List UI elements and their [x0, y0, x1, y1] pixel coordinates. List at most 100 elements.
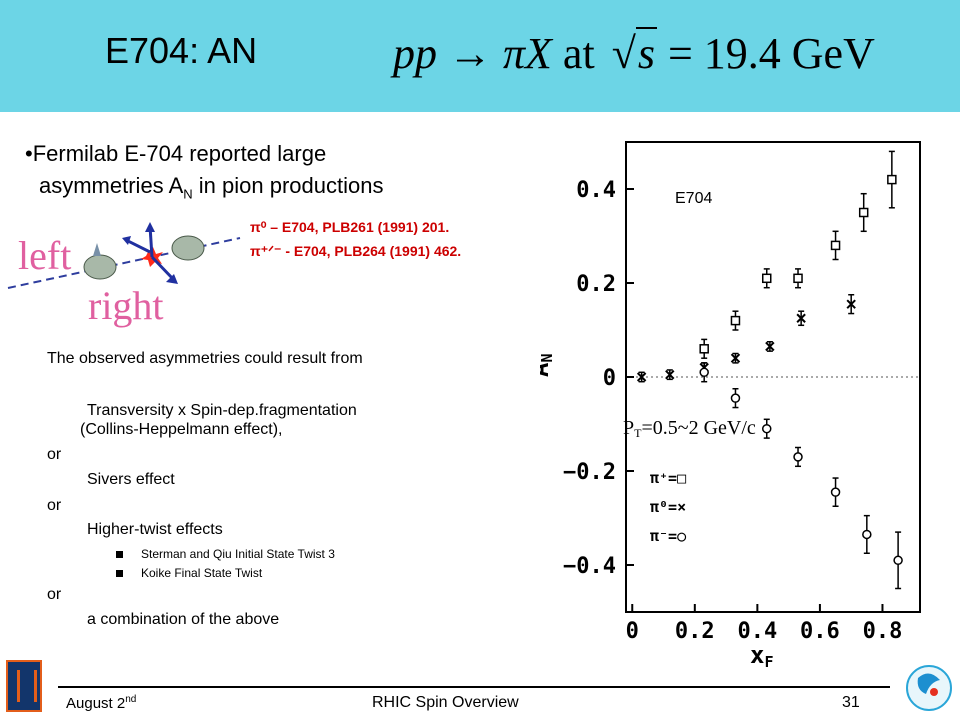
bullet-line2: asymmetries AN in pion productions	[25, 170, 383, 210]
bullet-square-2	[116, 570, 123, 578]
x-axis-label-main: x	[750, 641, 764, 669]
formula-rhs: πX	[503, 29, 552, 78]
y-tick-label: −0.2	[563, 460, 616, 485]
pi-minus-point	[699, 367, 709, 378]
item-sivers: Sivers effect	[87, 471, 175, 488]
bullet-line2a: asymmetries A	[39, 173, 184, 198]
spin-arrow	[93, 243, 101, 256]
pi-minus-point	[830, 487, 841, 497]
bullet-square-1	[116, 551, 123, 559]
footer-date: August 2nd	[66, 694, 136, 712]
ref-pi0: π⁰ – E704, PLB261 (1991) 201.	[250, 219, 450, 235]
pt-annotation-p: P	[623, 417, 634, 439]
y-tick-label: 0	[603, 366, 616, 391]
pi-minus-point	[862, 529, 872, 540]
legend-pi-zero: π⁰=×	[650, 498, 686, 516]
pi-zero-point	[665, 369, 675, 380]
illinois-logo-i	[17, 670, 37, 702]
y-axis-label: AN	[540, 354, 556, 377]
x-tick-label: 0	[626, 619, 639, 644]
x-axis-label-sub: F	[764, 653, 773, 671]
or-1: or	[47, 446, 62, 463]
formula-sqrt-arg: s	[635, 27, 657, 78]
y-tick-label: 0.4	[576, 178, 616, 203]
intro-text: The observed asymmetries could result fr…	[47, 350, 363, 367]
bullet-text: •Fermilab E-704 reported large asymmetri…	[25, 138, 383, 210]
pi-zero-point	[730, 353, 741, 363]
grid-layer: 0.4 0.2 0 −0.2 −0.4 0 0.2 0.4 0.6 0.8	[563, 178, 920, 644]
pi-plus-point	[793, 273, 803, 284]
y-tick-label: 0.2	[576, 272, 616, 297]
pt-annotation: PT=0.5~2 GeV/c	[623, 417, 756, 440]
subitem-sterman: Sterman and Qiu Initial State Twist 3	[116, 547, 335, 561]
pi-minus-point	[793, 452, 803, 462]
pi-zero-point	[765, 341, 775, 352]
references: π⁰ – E704, PLB261 (1991) 201. π⁺ᐟ⁻ - E70…	[240, 215, 461, 263]
label-left: left	[18, 233, 72, 278]
pi-minus-point	[893, 555, 903, 566]
pt-annotation-sub: T	[634, 426, 642, 440]
item-collins: (Collins-Heppelmann effect),	[80, 421, 283, 438]
rhic-logo-dot	[930, 688, 938, 696]
legend: π⁺=□ π⁰=× π⁻=○	[650, 469, 686, 545]
chart-title: E704	[675, 190, 712, 207]
pion-arrow-down	[150, 255, 176, 282]
header-band: E704: AN pp → πX at √s = 19.4 GeV	[0, 0, 960, 112]
or-2: or	[47, 497, 62, 514]
pi-plus-point	[858, 207, 869, 218]
formula-value: = 19.4 GeV	[667, 29, 875, 78]
y-tick-label: −0.4	[563, 554, 616, 579]
pi-zero-point	[796, 313, 806, 323]
x-tick-label: 0.4	[737, 619, 777, 644]
x-tick-label: 0.2	[675, 619, 715, 644]
footer-rule	[58, 686, 890, 688]
collision-diagram	[7, 222, 241, 289]
formula-at: at	[562, 29, 595, 78]
asymmetry-chart: 0.4 0.2 0 −0.2 −0.4 0 0.2 0.4 0.6 0.8 E704 PT=0.5…	[526, 120, 960, 680]
bullet-line2b: in pion productions	[192, 173, 384, 198]
proton-right	[171, 235, 205, 261]
subitem-koike: Koike Final State Twist	[116, 566, 262, 580]
legend-pi-plus: π⁺=□	[650, 469, 686, 487]
y-axis-label-main: A	[540, 362, 554, 377]
footer-title: RHIC Spin Overview	[372, 694, 519, 711]
footer-date-text: August 2	[66, 695, 126, 712]
pion-arrow-left-head	[122, 236, 131, 245]
subitem-koike-text: Koike Final State Twist	[141, 566, 263, 580]
item-higher-twist: Higher-twist effects	[87, 521, 223, 538]
slide-title: E704: AN	[105, 30, 258, 71]
legend-pi-minus: π⁻=○	[650, 527, 686, 545]
x-axis-label: xF	[750, 641, 773, 671]
pion-arrow-left	[125, 238, 151, 254]
footer-date-sup: nd	[125, 694, 137, 705]
rhic-logo-ring	[906, 665, 952, 711]
formula-sqrt: √s	[611, 27, 657, 78]
pi-minus-point	[761, 423, 772, 434]
y-axis-label-sub: N	[540, 354, 556, 363]
pi-plus-point	[699, 344, 709, 354]
pi-zero-point	[846, 299, 856, 309]
pion-arrow-down-head	[166, 274, 178, 284]
label-right: right	[88, 283, 164, 328]
x-tick-label: 0.6	[800, 619, 840, 644]
bullet-line1: •Fermilab E-704 reported large	[25, 141, 327, 166]
pi-plus-point	[730, 315, 741, 326]
pi-minus-point	[730, 393, 741, 403]
ref-pipm: π⁺ᐟ⁻ - E704, PLB264 (1991) 462.	[250, 243, 462, 259]
illinois-logo	[6, 660, 42, 712]
bullet-line2-sub: N	[183, 186, 193, 202]
formula: pp → πX at √s = 19.4 GeV	[393, 27, 875, 79]
marks-layer	[636, 150, 903, 590]
rhic-logo	[906, 665, 952, 711]
formula-arrow: →	[448, 29, 492, 78]
formula-lhs: pp	[393, 29, 437, 78]
pi-zero-point	[636, 372, 647, 382]
pion-arrow-up-head	[145, 222, 155, 232]
subitem-sterman-text: Sterman and Qiu Initial State Twist 3	[141, 547, 335, 561]
item-combination: a combination of the above	[87, 611, 280, 628]
proton-left	[83, 254, 117, 280]
or-3: or	[47, 586, 62, 603]
pi-plus-point	[830, 240, 841, 251]
item-transversity: Transversity x Spin-dep.fragmentation	[87, 402, 357, 419]
pt-annotation-rest: =0.5~2 GeV/c	[641, 417, 755, 439]
